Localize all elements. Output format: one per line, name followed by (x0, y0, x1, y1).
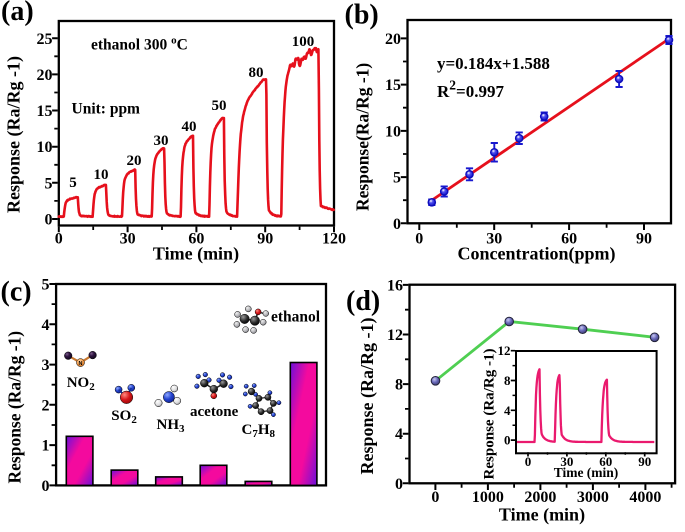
svg-text:0: 0 (395, 476, 403, 493)
svg-text:acetone: acetone (190, 404, 239, 420)
svg-text:80: 80 (249, 65, 264, 81)
svg-text:20: 20 (37, 67, 53, 84)
svg-text:12: 12 (498, 343, 511, 358)
svg-text:90: 90 (638, 454, 651, 469)
svg-text:5: 5 (42, 277, 50, 294)
svg-text:R2=0.997: R2=0.997 (437, 78, 504, 102)
svg-text:30: 30 (486, 231, 502, 248)
svg-text:Response (Ra/Rg -1): Response (Ra/Rg -1) (5, 331, 25, 484)
svg-text:Time (min): Time (min) (499, 505, 585, 526)
svg-text:C7H8: C7H8 (242, 422, 276, 440)
svg-text:20: 20 (385, 31, 401, 48)
svg-text:30: 30 (120, 231, 136, 248)
svg-text:100: 100 (292, 34, 315, 50)
svg-text:40: 40 (182, 119, 197, 135)
svg-text:60: 60 (599, 454, 612, 469)
svg-text:0: 0 (504, 433, 511, 448)
svg-text:ethanol 300 oC: ethanol 300 oC (91, 35, 188, 54)
svg-text:10: 10 (37, 139, 53, 156)
svg-text:60: 60 (561, 231, 577, 248)
svg-text:10: 10 (94, 167, 109, 183)
svg-text:2: 2 (42, 397, 50, 414)
svg-text:10: 10 (385, 123, 401, 140)
svg-text:12: 12 (387, 327, 403, 344)
svg-text:(c): (c) (1, 277, 32, 308)
svg-text:2000: 2000 (524, 489, 556, 506)
svg-text:NH3: NH3 (157, 417, 186, 435)
svg-text:0: 0 (42, 478, 50, 495)
svg-text:15: 15 (37, 103, 53, 120)
svg-text:30: 30 (560, 454, 573, 469)
svg-text:3000: 3000 (577, 489, 609, 506)
svg-text:ethanol: ethanol (271, 309, 321, 326)
svg-text:SO2: SO2 (111, 408, 137, 426)
svg-text:NO2: NO2 (67, 375, 96, 393)
svg-text:90: 90 (257, 231, 273, 248)
svg-text:(a): (a) (1, 0, 34, 27)
svg-text:1: 1 (42, 438, 50, 455)
svg-text:N: N (79, 361, 83, 367)
svg-text:30: 30 (154, 133, 169, 149)
svg-text:90: 90 (636, 231, 652, 248)
svg-text:Time (min): Time (min) (153, 244, 239, 265)
svg-text:5: 5 (69, 175, 77, 191)
svg-text:25: 25 (37, 31, 53, 48)
svg-text:Unit: ppm: Unit: ppm (72, 101, 141, 118)
svg-text:(d): (d) (346, 286, 380, 317)
svg-text:Response (Ra/Rg -1): Response (Ra/Rg -1) (357, 318, 378, 475)
svg-text:Time (min): Time (min) (554, 465, 619, 480)
svg-text:60: 60 (188, 231, 204, 248)
svg-text:4: 4 (42, 317, 50, 334)
svg-text:Concentration(ppm): Concentration(ppm) (458, 244, 616, 265)
svg-text:0: 0 (415, 231, 423, 248)
svg-text:5: 5 (393, 170, 401, 187)
svg-text:4000: 4000 (629, 489, 661, 506)
svg-text:1000: 1000 (472, 489, 504, 506)
svg-text:3: 3 (42, 357, 50, 374)
svg-text:0: 0 (45, 212, 53, 229)
svg-text:Response (Ra/Rg -1): Response (Ra/Rg -1) (482, 348, 498, 479)
svg-text:8: 8 (395, 377, 403, 394)
svg-text:0: 0 (525, 454, 532, 469)
svg-text:0: 0 (431, 489, 439, 506)
svg-text:4: 4 (395, 426, 403, 443)
svg-text:120: 120 (322, 231, 346, 248)
svg-text:0: 0 (55, 231, 63, 248)
svg-text:8: 8 (504, 373, 511, 388)
svg-text:y=0.184x+1.588: y=0.184x+1.588 (437, 54, 550, 73)
svg-text:50: 50 (212, 98, 227, 114)
svg-text:Response(Ra/Rg -1): Response(Ra/Rg -1) (353, 63, 373, 211)
svg-text:5: 5 (45, 175, 53, 192)
svg-text:0: 0 (393, 216, 401, 233)
svg-text:(b): (b) (345, 0, 379, 31)
svg-text:4: 4 (504, 403, 511, 418)
svg-text:Response (Ra/Rg -1): Response (Ra/Rg -1) (4, 56, 25, 213)
svg-text:15: 15 (385, 77, 401, 94)
svg-text:16: 16 (387, 277, 403, 294)
svg-text:20: 20 (127, 153, 142, 169)
